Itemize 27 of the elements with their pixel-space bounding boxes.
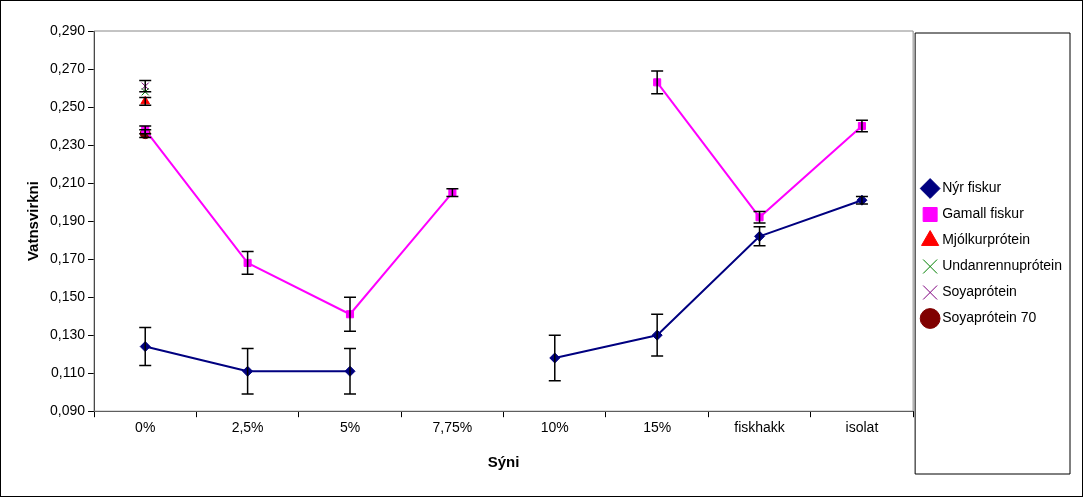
x-axis-title: Sýni xyxy=(487,453,520,471)
x-tick-label: 0% xyxy=(135,419,156,436)
y-tick-label: 0,090 xyxy=(49,402,86,419)
x-tick-label: fiskhakk xyxy=(734,419,786,436)
y-tick-label: 0,250 xyxy=(49,97,86,114)
legend-label: Soyaprótein 70 xyxy=(942,309,1037,326)
x-tick-label: 10% xyxy=(540,419,569,436)
y-tick-label: 0,130 xyxy=(49,326,86,343)
y-tick-label: 0,230 xyxy=(49,135,86,152)
legend-label: Nýr fiskur xyxy=(942,179,1002,196)
y-tick-label: 0,110 xyxy=(51,364,86,381)
legend-label: Soyaprótein xyxy=(942,283,1017,300)
y-axis-title: Vatnsvirkni xyxy=(24,181,42,262)
legend-label: Gamall fiskur xyxy=(942,205,1025,222)
y-tick-label: 0,150 xyxy=(49,288,86,304)
legend-label: Mjólkurprótein xyxy=(942,231,1031,248)
y-tick-label: 0,290 xyxy=(49,21,86,38)
x-tick-label: isolat xyxy=(845,419,879,436)
x-tick-label: 2,5% xyxy=(231,419,264,436)
y-tick-label: 0,270 xyxy=(49,59,86,76)
y-tick-label: 0,190 xyxy=(49,211,86,228)
y-tick-label: 0,170 xyxy=(49,249,86,266)
legend-label: Undanrennuprótein xyxy=(942,257,1063,274)
y-tick-label: 0,210 xyxy=(49,173,86,190)
x-tick-label: 7,75% xyxy=(432,419,473,436)
x-tick-label: 5% xyxy=(339,419,361,436)
x-tick-label: 15% xyxy=(643,419,672,436)
